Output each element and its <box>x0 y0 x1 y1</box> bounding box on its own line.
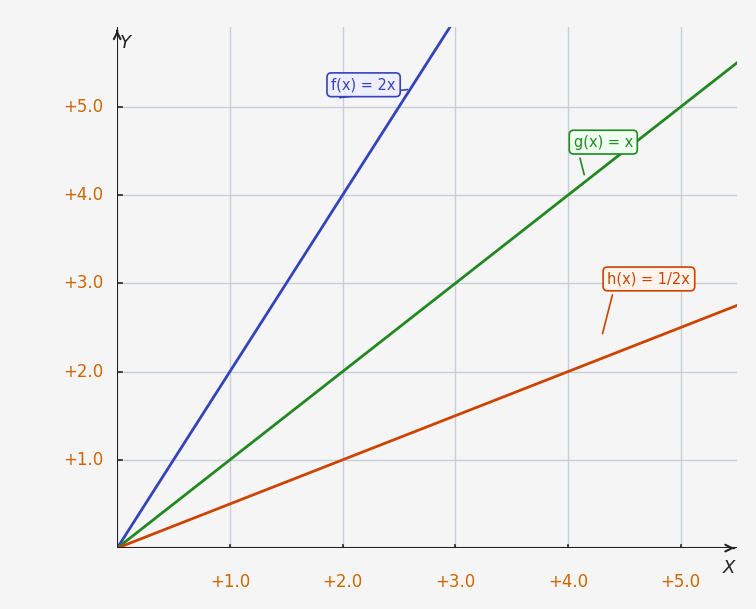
Text: +4.0: +4.0 <box>548 573 588 591</box>
Text: h(x) = 1/2x: h(x) = 1/2x <box>608 272 690 286</box>
Text: +5.0: +5.0 <box>64 98 104 116</box>
Text: +4.0: +4.0 <box>64 186 104 204</box>
Text: f(x) = 2x: f(x) = 2x <box>331 77 396 93</box>
Text: X: X <box>723 558 735 577</box>
Text: +1.0: +1.0 <box>64 451 104 469</box>
Text: +1.0: +1.0 <box>209 573 250 591</box>
Text: +3.0: +3.0 <box>435 573 476 591</box>
Text: +2.0: +2.0 <box>323 573 363 591</box>
Text: +5.0: +5.0 <box>661 573 701 591</box>
Text: +3.0: +3.0 <box>64 274 104 292</box>
Text: g(x) = x: g(x) = x <box>574 135 633 150</box>
Text: +2.0: +2.0 <box>64 362 104 381</box>
Text: Y: Y <box>119 35 131 52</box>
